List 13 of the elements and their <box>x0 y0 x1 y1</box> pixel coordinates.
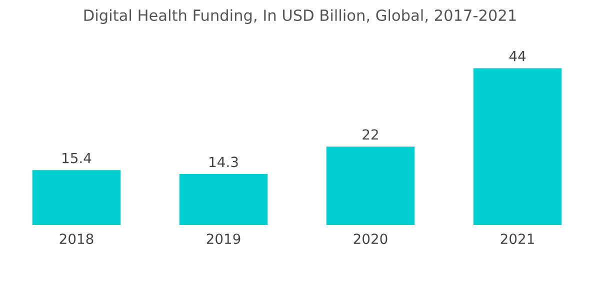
data-label: 22 <box>362 129 378 140</box>
x-tick-label: 2020 <box>354 234 388 244</box>
data-label: 44 <box>509 51 526 62</box>
data-label: 15.4 <box>62 152 92 164</box>
x-tick-label: 2021 <box>500 234 534 244</box>
bar <box>32 170 121 225</box>
bar <box>326 146 415 225</box>
x-tick-label: 2018 <box>60 234 94 244</box>
data-label: 14.3 <box>210 156 238 168</box>
x-tick-label: 2019 <box>206 234 240 244</box>
bar <box>473 68 562 225</box>
bar <box>179 174 268 225</box>
chart-title: Digital Health Funding, In USD Billion, Global, 2017-2021 <box>84 9 516 24</box>
